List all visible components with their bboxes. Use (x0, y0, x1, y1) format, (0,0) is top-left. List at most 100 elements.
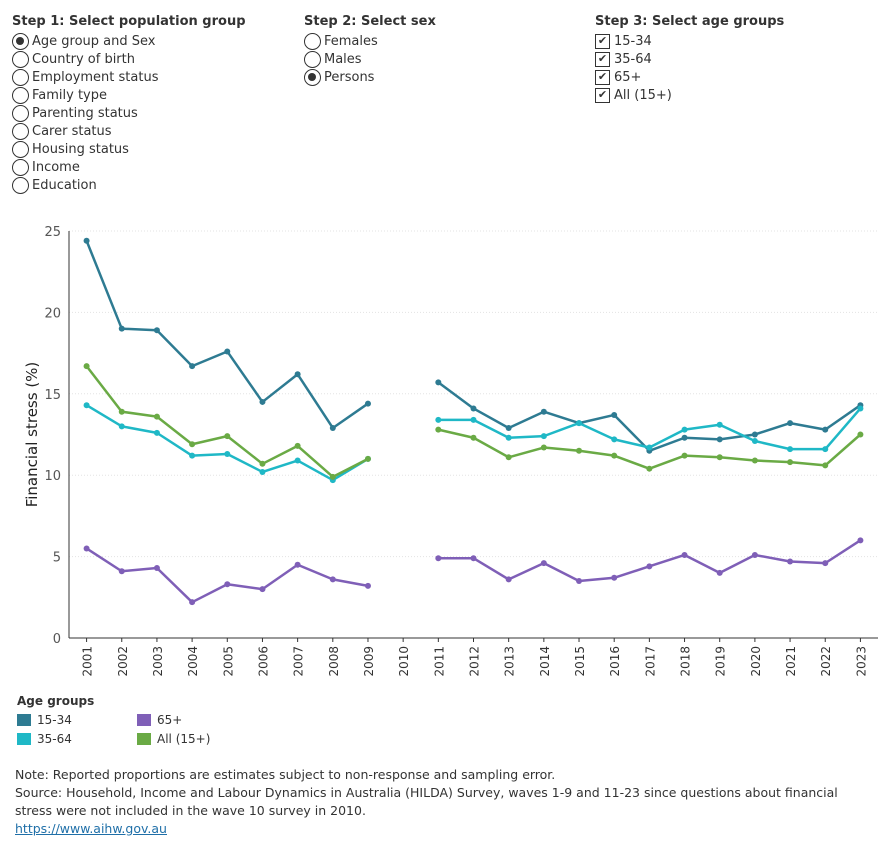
step1-options: Age group and Sex Country of birth Employm… (12, 32, 246, 194)
step3-panel: Step 3: Select age groups ✔ 15-34 ✔ 35-64 ✔ 6… (595, 14, 784, 104)
note-text: Note: Reported proportions are estimates… (15, 767, 556, 782)
data-point-15-34 (259, 398, 266, 405)
data-point-65 (857, 537, 864, 544)
sex-radio-females[interactable] (304, 32, 321, 50)
sex-radio-males[interactable] (304, 50, 321, 68)
data-point-65 (294, 561, 301, 568)
data-point-65 (716, 569, 723, 576)
data-point-35-64 (576, 420, 583, 427)
legend-items: 15-34 65+ 35-64 All (15+) (17, 712, 257, 747)
legend-title: Age groups (17, 694, 95, 708)
legend-label: All (15+) (157, 732, 211, 746)
step3-title: Step 3: Select age groups (595, 14, 785, 29)
data-point-all-15 (822, 462, 829, 469)
data-point-15-34 (364, 400, 371, 407)
sex-radio-persons[interactable] (304, 68, 321, 86)
data-point-65 (364, 582, 371, 589)
data-point-65 (681, 551, 688, 558)
legend-item-35-64[interactable]: 35-64 (17, 731, 137, 747)
data-point-35-64 (83, 402, 90, 409)
population-group-option-label: Housing status (32, 141, 129, 157)
age-group-option-label: 35-64 (614, 51, 652, 67)
data-point-15-34 (224, 348, 231, 355)
data-point-15-34 (822, 426, 829, 433)
data-point-all-15 (540, 444, 547, 451)
age-group-checkbox-35-64[interactable]: ✔ (595, 51, 610, 67)
legend-item-15-34[interactable]: 15-34 (17, 712, 137, 728)
population-group-option-label: Carer status (32, 123, 112, 139)
data-point-15-34 (787, 420, 794, 427)
population-group-radio-income[interactable] (12, 158, 29, 176)
population-group-option-family-type[interactable]: Family type (12, 86, 246, 104)
data-point-65 (435, 555, 442, 562)
aihw-link[interactable]: https://www.aihw.gov.au (15, 821, 167, 836)
series-line-15-34 (85, 240, 369, 430)
x-tick-label: 2023 (854, 646, 868, 677)
data-point-all-15 (646, 465, 653, 472)
data-point-15-34 (751, 431, 758, 438)
step1-panel: Step 1: Select population group Age grou… (12, 14, 246, 194)
legend-label: 65+ (157, 713, 183, 727)
population-group-option-carer-status[interactable]: Carer status (12, 122, 246, 140)
data-point-35-64 (751, 438, 758, 445)
age-group-option-65[interactable]: ✔ 65+ (595, 68, 784, 86)
legend-item-all-15[interactable]: All (15+) (137, 731, 257, 747)
data-point-65 (751, 551, 758, 558)
x-tick-label: 2022 (819, 646, 833, 677)
population-group-option-income[interactable]: Income (12, 158, 246, 176)
data-point-35-64 (540, 433, 547, 440)
population-group-option-label: Age group and Sex (32, 33, 156, 49)
population-group-option-employment-status[interactable]: Employment status (12, 68, 246, 86)
series-line-35-64 (438, 407, 862, 451)
population-group-option-parenting-status[interactable]: Parenting status (12, 104, 246, 122)
data-point-65 (646, 563, 653, 570)
population-group-radio-employment-status[interactable] (12, 68, 29, 86)
data-point-35-64 (435, 416, 442, 423)
population-group-radio-family-type[interactable] (12, 86, 29, 104)
population-group-radio-carer-status[interactable] (12, 122, 29, 140)
data-point-15-34 (329, 424, 336, 431)
age-group-option-15-34[interactable]: ✔ 15-34 (595, 32, 784, 50)
sex-option-persons[interactable]: Persons (304, 68, 436, 86)
x-tick-label: 2013 (503, 646, 517, 677)
data-point-15-34 (505, 424, 512, 431)
step2-panel: Step 2: Select sex Females Males Persons (304, 14, 436, 86)
population-group-radio-housing-status[interactable] (12, 140, 29, 158)
age-group-checkbox-15-34[interactable]: ✔ (595, 33, 610, 49)
x-tick-label: 2001 (81, 646, 95, 677)
legend-label: 35-64 (37, 732, 72, 746)
population-group-option-age-group-and-sex[interactable]: Age group and Sex (12, 32, 246, 50)
data-point-65 (153, 564, 160, 571)
data-point-35-64 (153, 429, 160, 436)
age-group-checkbox-65[interactable]: ✔ (595, 69, 610, 85)
population-group-option-education[interactable]: Education (12, 176, 246, 194)
data-point-all-15 (435, 426, 442, 433)
age-group-option-all-15[interactable]: ✔ All (15+) (595, 86, 784, 104)
data-point-15-34 (118, 325, 125, 332)
population-group-option-label: Education (32, 177, 97, 193)
population-group-radio-parenting-status[interactable] (12, 104, 29, 122)
age-group-option-35-64[interactable]: ✔ 35-64 (595, 50, 784, 68)
data-point-15-34 (83, 237, 90, 244)
legend-swatch (17, 714, 31, 726)
population-group-option-housing-status[interactable]: Housing status (12, 140, 246, 158)
x-tick-label: 2015 (573, 646, 587, 677)
data-point-65 (470, 555, 477, 562)
population-group-radio-country-of-birth[interactable] (12, 50, 29, 68)
data-point-65 (787, 558, 794, 565)
population-group-radio-education[interactable] (12, 176, 29, 194)
population-group-option-country-of-birth[interactable]: Country of birth (12, 50, 246, 68)
data-point-all-15 (505, 454, 512, 461)
y-tick-label: 5 (53, 551, 61, 566)
population-group-radio-age-group-and-sex[interactable] (12, 32, 29, 50)
sex-option-females[interactable]: Females (304, 32, 436, 50)
data-point-35-64 (611, 436, 618, 443)
data-point-all-15 (189, 441, 196, 448)
y-tick-label: 20 (44, 306, 61, 321)
data-point-35-64 (189, 452, 196, 459)
age-group-checkbox-all-15[interactable]: ✔ (595, 87, 610, 103)
legend-item-65[interactable]: 65+ (137, 712, 257, 728)
data-point-35-64 (857, 405, 864, 412)
data-point-65 (611, 574, 618, 581)
sex-option-males[interactable]: Males (304, 50, 436, 68)
